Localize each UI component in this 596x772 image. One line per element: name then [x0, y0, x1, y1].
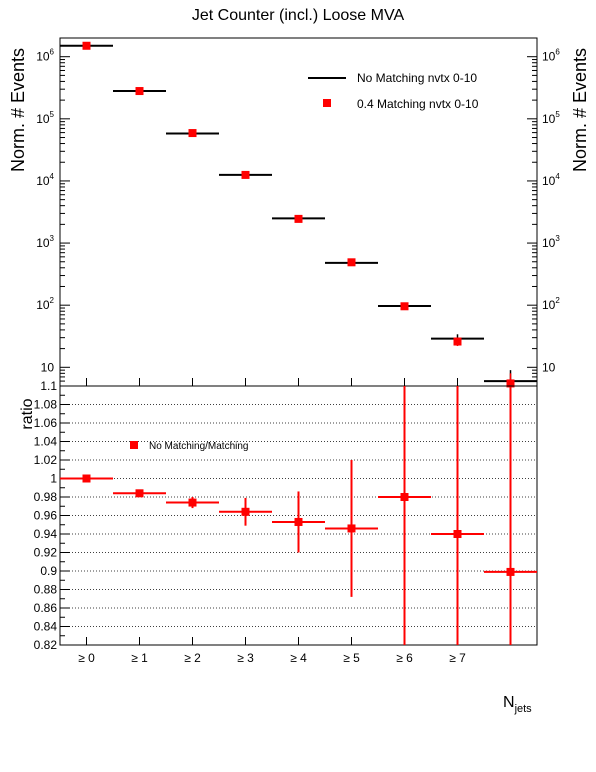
ratio-y-tick-label: 0.96 [34, 509, 58, 523]
matching-point [400, 302, 409, 311]
ratio-y-tick-label: 1.06 [34, 416, 58, 430]
tick-label-base: 10 [36, 50, 50, 64]
top-y-tick-label: 104 [542, 172, 560, 188]
ratio-y-tick-label: 0.9 [40, 564, 57, 578]
top-y-tick-label: 105 [542, 110, 560, 126]
x-axis-label-sub: jets [514, 703, 533, 715]
legend-label-ratio: No Matching/Matching [149, 441, 249, 452]
tick-label-exponent: 6 [50, 48, 55, 57]
tick-label-base: 10 [36, 236, 50, 250]
ratio-y-tick-label: 0.82 [34, 638, 58, 652]
top-y-axis-label-right: Norm. # Events [570, 48, 590, 172]
ratio-y-tick-label: 0.92 [34, 546, 58, 560]
tick-label-exponent: 2 [555, 296, 560, 305]
tick-label-exponent: 5 [50, 110, 55, 119]
top-y-tick-label: 10 [542, 360, 556, 374]
matching-point [453, 337, 462, 346]
tick-label-base: 10 [41, 360, 55, 374]
ratio-point [188, 498, 197, 507]
ratio-y-tick-label: 0.86 [34, 601, 58, 615]
ratio-y-tick-label: 1.1 [40, 379, 57, 393]
top-y-tick-label: 106 [542, 48, 560, 64]
tick-label-exponent: 6 [555, 48, 560, 57]
ratio-y-tick-label: 1.02 [34, 453, 58, 467]
ratio-point [506, 567, 515, 576]
tick-label-base: 10 [36, 298, 50, 312]
x-tick-label: ≥ 0 [78, 651, 95, 665]
ratio-point [135, 489, 144, 498]
top-y-tick-label: 105 [36, 110, 54, 126]
matching-point [347, 258, 356, 267]
ratio-point [400, 493, 409, 501]
legend-label-no-matching: No Matching nvtx 0-10 [357, 71, 477, 85]
matching-point [506, 379, 515, 388]
ratio-y-tick-label: 0.94 [34, 527, 58, 541]
ratio-y-tick-label: 1.04 [34, 435, 58, 449]
ratio-legend: No Matching/Matching [130, 441, 249, 452]
tick-label-base: 10 [542, 236, 556, 250]
tick-label-exponent: 5 [555, 110, 560, 119]
x-axis-label: Njets [503, 694, 532, 715]
tick-label-base: 10 [542, 360, 556, 374]
matching-point [135, 87, 144, 96]
x-tick-label: ≥ 2 [184, 651, 201, 665]
tick-label-base: 10 [542, 50, 556, 64]
tick-label-base: 10 [36, 174, 50, 188]
tick-label-exponent: 3 [50, 234, 55, 243]
matching-point [241, 170, 250, 179]
ratio-y-tick-label: 1.08 [34, 398, 58, 412]
ratio-y-axis-label: ratio [19, 398, 36, 429]
ratio-y-tick-label: 0.98 [34, 490, 58, 504]
x-tick-label: ≥ 3 [237, 651, 254, 665]
legend-square-marker [323, 99, 331, 107]
ratio-point [82, 474, 91, 483]
top-y-tick-label: 103 [36, 234, 54, 250]
ratio-point [453, 530, 462, 538]
top-y-tick-label: 102 [36, 296, 54, 312]
tick-label-base: 10 [542, 112, 556, 126]
x-tick-label: ≥ 5 [343, 651, 360, 665]
tick-label-exponent: 4 [555, 172, 560, 181]
legend-label-matching: 0.4 Matching nvtx 0-10 [357, 97, 479, 111]
matching-point [294, 214, 303, 223]
ratio-point [347, 524, 356, 533]
matching-point [188, 129, 197, 138]
ratio-y-tick-label: 1 [50, 472, 57, 486]
top-y-tick-label: 103 [542, 234, 560, 250]
matching-point [82, 41, 91, 50]
x-tick-label: ≥ 4 [290, 651, 307, 665]
x-tick-label: ≥ 6 [396, 651, 413, 665]
tick-label-exponent: 3 [555, 234, 560, 243]
x-tick-label: ≥ 1 [131, 651, 148, 665]
top-legend: No Matching nvtx 0-10 0.4 Matching nvtx … [308, 71, 479, 111]
top-y-tick-label: 10 [41, 360, 55, 374]
top-y-tick-label: 102 [542, 296, 560, 312]
tick-label-exponent: 2 [50, 296, 55, 305]
top-y-tick-label: 104 [36, 172, 54, 188]
top-y-axis-label-left: Norm. # Events [8, 48, 28, 172]
top-y-tick-label: 106 [36, 48, 54, 64]
ratio-point [294, 517, 303, 526]
chart-title: Jet Counter (incl.) Loose MVA [192, 7, 405, 24]
ratio-point [241, 507, 250, 516]
tick-label-exponent: 4 [50, 172, 55, 181]
x-tick-label: ≥ 7 [449, 651, 466, 665]
tick-label-base: 10 [542, 174, 556, 188]
x-axis-label-base: N [503, 694, 515, 711]
tick-label-base: 10 [542, 298, 556, 312]
ratio-y-tick-label: 0.84 [34, 620, 58, 634]
ratio-y-tick-label: 0.88 [34, 583, 58, 597]
tick-label-base: 10 [36, 112, 50, 126]
legend-ratio-marker [130, 441, 138, 449]
